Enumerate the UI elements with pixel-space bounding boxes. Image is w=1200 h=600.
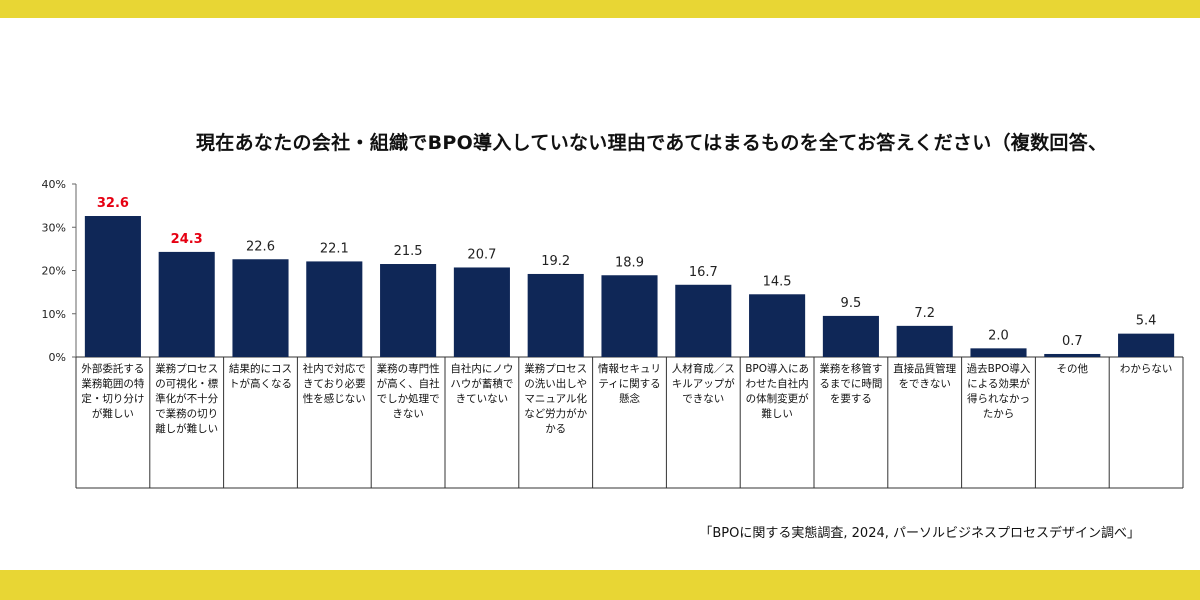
category-label: 業務を移管するまでに時間を要する — [819, 363, 883, 405]
bar — [1044, 353, 1101, 357]
value-label: 9.5 — [841, 296, 862, 311]
category-label: 社内で対応できており必要性を感じない — [302, 363, 366, 405]
value-label: 5.4 — [1136, 314, 1157, 329]
bar — [84, 216, 141, 357]
bar — [675, 284, 732, 357]
value-label: 32.6 — [97, 196, 129, 211]
value-labels: 32.6 24.3 22.6 22.1 21.5 20.7 19.2 18.9 16.7 14.5… — [97, 196, 1157, 349]
value-label: 24.3 — [171, 232, 203, 247]
bar — [822, 315, 879, 357]
value-label: 22.1 — [320, 241, 349, 256]
bar — [306, 261, 363, 357]
top-accent-band — [0, 0, 1200, 18]
bar — [232, 259, 289, 357]
category-label: わからない — [1119, 363, 1173, 375]
bar — [380, 264, 437, 357]
category-label: 業務プロセスの洗い出しやマニュアル化など労力がかかる — [524, 363, 588, 435]
bar — [527, 273, 584, 357]
bar — [1118, 333, 1175, 357]
bar — [601, 275, 658, 357]
category-label: BPO導入にあわせた自社内の体制変更が難しい — [745, 363, 809, 420]
chart-title: 現在あなたの会社・組織でBPO導入していない理由であてはまるものを全てお答えくだ… — [196, 132, 1108, 154]
value-label: 19.2 — [541, 254, 570, 269]
category-label: 業務プロセスの可視化・標準化が不十分で業務の切り離しが難しい — [155, 363, 219, 435]
category-label: 結果的にコストが高くなる — [229, 363, 292, 390]
source-note: 「BPOに関する実態調査, 2024, パーソルビジネスプロセスデザイン調べ」 — [699, 526, 1140, 541]
category-label: 情報セキュリティに関する懸念 — [598, 363, 661, 405]
value-label: 0.7 — [1062, 334, 1083, 349]
value-label: 16.7 — [689, 265, 718, 280]
y-tick-label: 40% — [42, 178, 66, 191]
value-label: 7.2 — [914, 306, 935, 321]
y-tick-label: 0% — [49, 351, 66, 364]
category-label: 業務の専門性が高く、自社でしか処理できない — [376, 363, 440, 420]
category-label: 直接品質管理をできない — [893, 363, 957, 390]
bar — [749, 294, 806, 357]
category-label: 自社内にノウハウが蓄積できていない — [450, 363, 514, 405]
category-label: 人材育成／スキルアップができない — [671, 363, 735, 405]
bar-series — [84, 216, 1175, 357]
value-label: 14.5 — [763, 274, 792, 289]
value-label: 18.9 — [615, 255, 644, 270]
bar — [970, 348, 1027, 357]
category-label: その他 — [1056, 363, 1089, 375]
y-tick-label: 30% — [42, 221, 66, 234]
bar — [453, 267, 510, 357]
value-label: 21.5 — [394, 244, 423, 259]
bar — [158, 251, 215, 357]
value-label: 2.0 — [988, 328, 1009, 343]
bar — [896, 325, 953, 357]
category-label: 外部委託する業務範囲の特定・切り分けが難しい — [81, 363, 145, 420]
bottom-accent-band — [0, 570, 1200, 600]
y-tick-label: 20% — [42, 265, 66, 278]
category-label: 過去BPO導入による効果が得られなかったから — [966, 363, 1031, 420]
value-label: 20.7 — [467, 247, 496, 262]
y-tick-label: 10% — [42, 308, 66, 321]
value-label: 22.6 — [246, 239, 275, 254]
